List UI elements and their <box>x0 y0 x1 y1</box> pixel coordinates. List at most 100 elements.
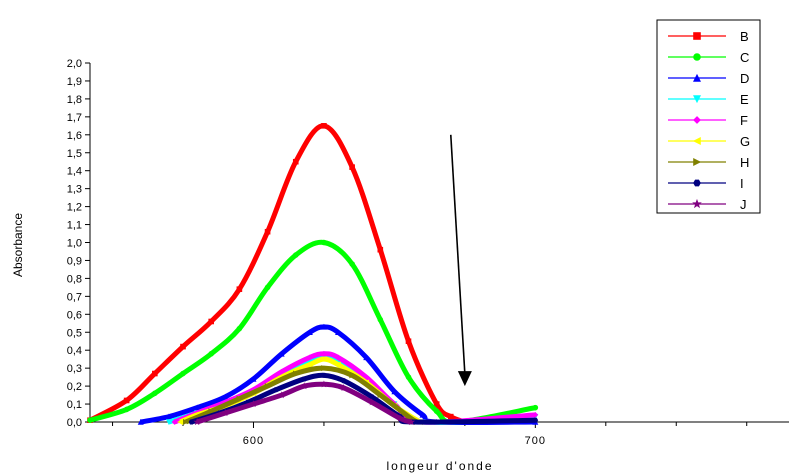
data-point-j-8 <box>396 414 404 422</box>
legend-marker-j <box>692 198 702 209</box>
y-tick-label-1-0: 1,0 <box>67 238 82 250</box>
y-tick-label-0-9: 0,9 <box>67 255 82 267</box>
y-tick-label-1-2: 1,2 <box>67 202 82 214</box>
data-point-j-9 <box>407 418 415 426</box>
data-point-j-3 <box>277 391 286 399</box>
data-point-b-1 <box>123 397 130 404</box>
data-point-c-5 <box>236 325 243 332</box>
y-tick-label-0-7: 0,7 <box>67 291 82 303</box>
legend-label-b: B <box>740 29 749 44</box>
data-point-b-9 <box>349 164 355 170</box>
series-line-d <box>140 324 536 426</box>
y-axis-title: Absorbance <box>11 213 25 277</box>
data-point-j-6 <box>339 384 348 392</box>
data-point-f-11 <box>532 411 539 418</box>
data-point-g-6 <box>320 356 327 363</box>
data-point-h-1 <box>208 408 215 415</box>
data-point-b-6 <box>264 228 271 235</box>
legend-marker-b <box>693 32 701 40</box>
data-point-d-7 <box>320 323 327 330</box>
series-d <box>137 323 539 426</box>
y-tick-label-0-5: 0,5 <box>67 327 82 339</box>
legend-label-c: C <box>740 50 749 65</box>
data-point-d-6 <box>306 329 313 336</box>
data-point-j-5 <box>320 380 328 388</box>
data-point-d-4 <box>250 375 257 382</box>
y-tick-label-1-5: 1,5 <box>67 148 82 160</box>
data-point-b-13 <box>447 413 454 420</box>
legend-marker-e <box>693 95 701 104</box>
data-point-d-0 <box>137 418 144 425</box>
data-point-f-0 <box>171 419 178 425</box>
y-ticks: 0,0 0,1 0,2 0,3 0,4 0,5 0,6 0,7 0,8 0,9 1,0 1,1 1,2 1… <box>67 58 90 429</box>
data-point-h-5 <box>321 365 328 372</box>
data-point-i-3 <box>273 387 279 393</box>
legend-label-j: J <box>740 197 747 212</box>
series-c <box>87 239 539 425</box>
arrow-shaft <box>449 134 466 375</box>
data-point-c-1 <box>123 406 130 413</box>
data-point-h-7 <box>377 392 384 399</box>
x-ticks: 600 700 <box>112 422 748 447</box>
y-tick-label-1-8: 1,8 <box>67 94 82 106</box>
legend-marker-c <box>693 53 701 61</box>
y-tick-label-1-7: 1,7 <box>67 112 82 124</box>
data-point-h-0 <box>183 419 190 425</box>
legend-label-f: F <box>740 113 748 128</box>
data-point-d-5 <box>278 350 285 357</box>
data-point-c-10 <box>377 316 384 323</box>
x-tick-label-700: 700 <box>525 435 546 447</box>
data-point-d-1 <box>165 413 172 420</box>
data-point-c-4 <box>208 350 214 357</box>
legend-item-f: F <box>668 113 748 128</box>
data-point-c-9 <box>349 261 355 267</box>
legend-label-h: H <box>740 155 749 170</box>
series-j <box>193 380 415 426</box>
data-point-i-0 <box>188 419 195 425</box>
data-point-c-11 <box>405 374 412 380</box>
data-point-b-2 <box>152 370 158 377</box>
data-point-f-5 <box>306 354 313 361</box>
data-point-b-11 <box>405 338 412 345</box>
y-tick-label-0-8: 0,8 <box>67 273 82 285</box>
series-h <box>183 365 421 425</box>
plot-area <box>87 123 539 426</box>
y-tick-label-0-3: 0,3 <box>67 363 82 375</box>
data-point-d-10 <box>391 388 398 395</box>
series-line-h <box>184 365 419 425</box>
legend-label-d: D <box>740 71 749 86</box>
legend-label-g: G <box>740 134 750 149</box>
data-point-f-7 <box>335 354 341 361</box>
y-tick-label-0-4: 0,4 <box>67 345 82 357</box>
legend-marker-f <box>693 116 701 124</box>
legend-item-g: G <box>668 134 750 149</box>
arrow-head <box>457 371 472 387</box>
data-point-i-7 <box>369 394 375 400</box>
data-point-j-1 <box>221 409 229 417</box>
data-point-d-11 <box>419 411 426 418</box>
data-point-i-4 <box>301 376 308 382</box>
data-point-f-4 <box>278 368 285 375</box>
data-point-c-6 <box>264 284 271 291</box>
data-point-h-2 <box>236 395 243 402</box>
data-point-j-2 <box>249 400 258 408</box>
data-point-j-7 <box>368 398 376 406</box>
legend-item-d: D <box>668 71 749 86</box>
annotation-arrow <box>449 134 472 387</box>
data-point-c-7 <box>292 252 299 258</box>
data-point-b-3 <box>180 343 186 350</box>
legend-label-i: I <box>740 176 744 191</box>
legend-item-b: B <box>668 29 749 44</box>
data-point-d-8 <box>335 329 342 336</box>
y-tick-label-1-6: 1,6 <box>67 130 82 142</box>
x-tick-label-600: 600 <box>243 435 264 447</box>
legend-item-c: C <box>668 50 749 65</box>
data-point-h-6 <box>349 372 356 379</box>
data-point-j-0 <box>193 418 201 426</box>
data-point-g-5 <box>306 361 313 368</box>
data-point-d-9 <box>363 354 370 361</box>
y-tick-label-1-1: 1,1 <box>67 220 82 232</box>
data-point-f-6 <box>321 350 327 357</box>
y-tick-label-0-0: 0,0 <box>67 417 82 429</box>
